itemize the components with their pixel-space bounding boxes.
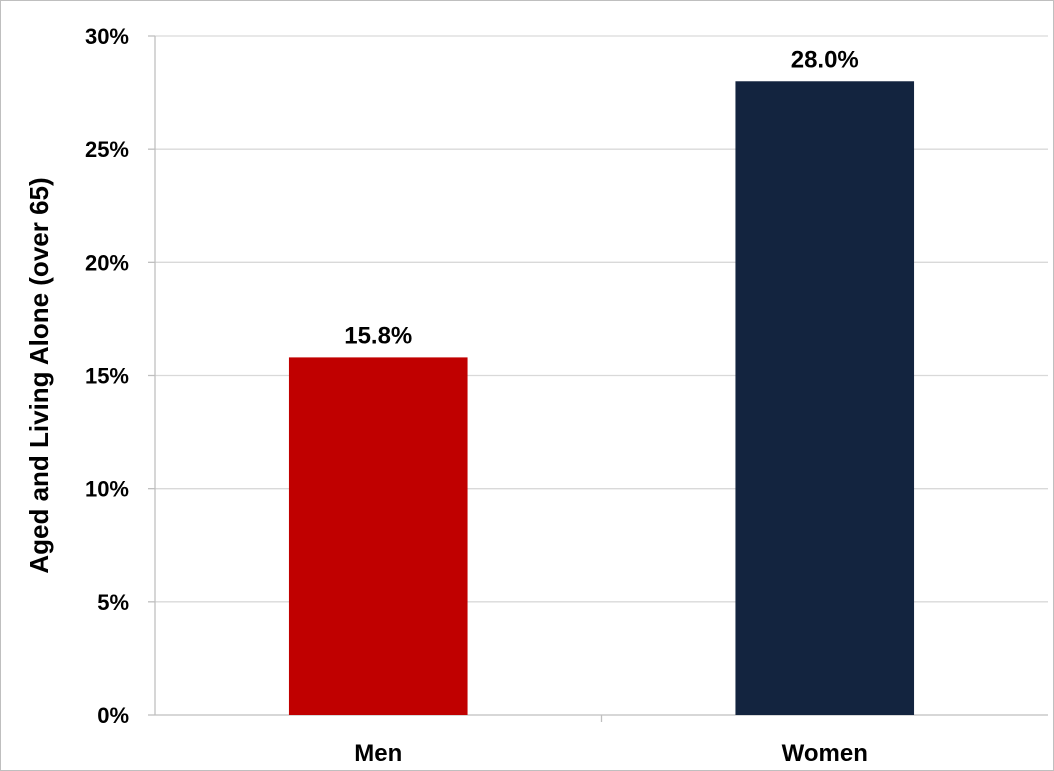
x-category-label: Men — [354, 740, 402, 767]
x-category-label: Women — [782, 740, 868, 767]
labels: 0% 5% 10% 15% 20% 25% 30% 15.8% Men 28.0% Women — [85, 24, 868, 767]
bar-women — [735, 81, 915, 716]
y-tick-label: 5% — [97, 590, 129, 615]
bars — [288, 81, 915, 716]
bar-men — [288, 357, 468, 715]
y-tick-label: 10% — [85, 477, 129, 502]
y-axis-title: Aged and Living Alone (over 65) — [24, 177, 54, 573]
data-label: 15.8% — [344, 322, 412, 349]
y-tick-label: 15% — [85, 364, 129, 389]
y-tick-label: 25% — [85, 137, 129, 162]
data-label: 28.0% — [791, 46, 859, 73]
y-tick-label: 20% — [85, 250, 129, 275]
y-tick-label: 0% — [97, 703, 129, 728]
y-tick-label: 30% — [85, 24, 129, 49]
